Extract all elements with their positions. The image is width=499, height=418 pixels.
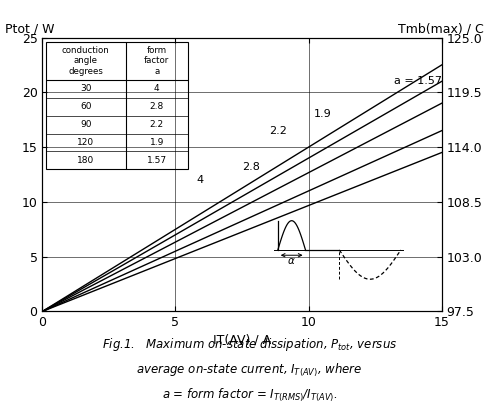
Text: Fig.1.   Maximum on-state dissipation, $P_{tot}$, versus: Fig.1. Maximum on-state dissipation, $P_…: [102, 336, 397, 354]
Text: $a$ = form factor = $I_{T(RMS)}$/$I_{T(AV)}$.: $a$ = form factor = $I_{T(RMS)}$/$I_{T(A…: [162, 387, 337, 404]
Text: 4: 4: [197, 175, 204, 185]
Text: 180: 180: [77, 156, 94, 165]
Text: average on-state current, $I_{T(AV)}$, where: average on-state current, $I_{T(AV)}$, w…: [136, 362, 363, 379]
Text: 2.8: 2.8: [242, 162, 260, 172]
Text: 120: 120: [77, 138, 94, 147]
Text: 60: 60: [80, 102, 91, 111]
Text: 2.8: 2.8: [150, 102, 164, 111]
Text: conduction
angle
degrees: conduction angle degrees: [62, 46, 110, 76]
Text: Ptot / W: Ptot / W: [5, 23, 54, 36]
Text: 2.2: 2.2: [268, 126, 286, 136]
Text: 30: 30: [80, 84, 91, 94]
Text: form
factor
a: form factor a: [144, 46, 170, 76]
Text: 4: 4: [154, 84, 160, 94]
Text: 1.9: 1.9: [150, 138, 164, 147]
Text: $\alpha$: $\alpha$: [287, 256, 296, 266]
Text: 2.2: 2.2: [150, 120, 164, 129]
Text: 1.9: 1.9: [314, 109, 332, 119]
Text: 1.57: 1.57: [147, 156, 167, 165]
Text: Tmb(max) / C: Tmb(max) / C: [398, 23, 484, 36]
Text: 90: 90: [80, 120, 91, 129]
Text: a = 1.57: a = 1.57: [394, 76, 442, 87]
X-axis label: IT(AV) / A: IT(AV) / A: [213, 334, 271, 347]
